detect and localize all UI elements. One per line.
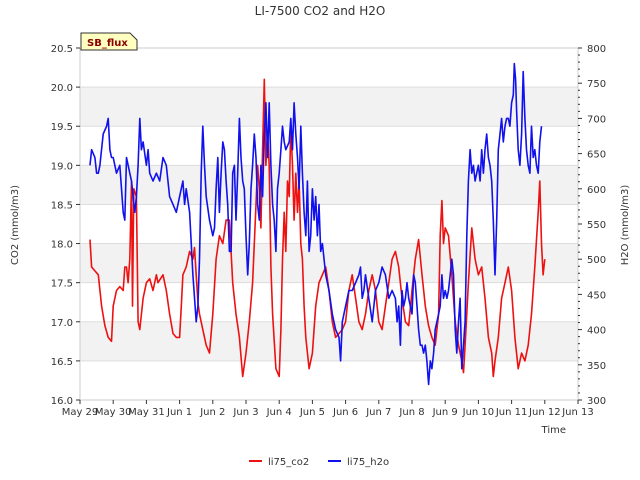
y-right-tick-label: 400 — [587, 326, 606, 337]
legend: li75_co2 li75_h2o — [249, 457, 389, 468]
series-line-li75_co2 — [89, 78, 546, 378]
y-left-tick-label: 17.5 — [51, 279, 73, 290]
legend-label-h2o: li75_h2o — [347, 457, 389, 468]
x-tick-label: May 31 — [128, 407, 165, 418]
band — [80, 243, 578, 283]
y-left-tick-label: 17.0 — [51, 318, 73, 329]
series-line-li75_h2o — [89, 62, 543, 386]
chart-title: LI-7500 CO2 and H2O — [255, 4, 386, 18]
y-right-tick-label: 700 — [587, 114, 606, 125]
legend-label-co2: li75_co2 — [268, 457, 309, 468]
y-right-tick-label: 650 — [587, 150, 606, 161]
y-right-tick-label: 800 — [587, 44, 606, 55]
x-tick-label: Jun 10 — [462, 407, 495, 418]
x-tick-label: Jun 11 — [495, 407, 528, 418]
y-right-tick-label: 450 — [587, 290, 606, 301]
y-left-tick-label: 20.0 — [51, 83, 73, 94]
x-tick-label: Jun 2 — [199, 407, 225, 418]
y-axis-right: 300 350 400 450 500 550 600 650 700 750 800 — [578, 44, 606, 407]
x-tick-label: Jun 9 — [432, 407, 458, 418]
badge-label: SB_flux — [87, 38, 128, 49]
x-tick-label: May 29 — [62, 407, 99, 418]
y-axis-left: 16.0 16.5 17.0 17.5 18.0 18.5 19.0 19.5 20.0 20.5 — [51, 44, 80, 407]
band — [80, 165, 578, 205]
x-tick-label: May 30 — [95, 407, 132, 418]
y-right-tick-label: 500 — [587, 255, 606, 266]
x-tick-label: Jun 7 — [365, 407, 391, 418]
band — [80, 321, 578, 361]
y-left-tick-label: 18.0 — [51, 240, 73, 251]
y-left-tick-label: 16.0 — [51, 396, 73, 407]
y-left-tick-label: 18.5 — [51, 200, 73, 211]
y-right-tick-label: 600 — [587, 185, 606, 196]
x-tick-label: Jun 4 — [266, 407, 292, 418]
y-left-tick-label: 20.5 — [51, 44, 73, 55]
y-axis-left-label: CO2 (mmol/m3) — [10, 185, 21, 265]
y-left-tick-label: 16.5 — [51, 357, 73, 368]
x-tick-label: Jun 1 — [166, 407, 192, 418]
x-tick-label: Jun 3 — [232, 407, 258, 418]
y-left-tick-label: 19.5 — [51, 122, 73, 133]
x-tick-label: Jun 12 — [528, 407, 561, 418]
x-tick-label: Jun 6 — [332, 407, 358, 418]
background-bands — [80, 87, 578, 361]
y-right-tick-label: 550 — [587, 220, 606, 231]
series-lines — [89, 62, 546, 386]
y-right-tick-label: 350 — [587, 361, 606, 372]
x-tick-label: Jun 13 — [561, 407, 594, 418]
y-axis-right-label: H2O (mmol/m3) — [620, 185, 631, 266]
x-tick-label: Jun 5 — [299, 407, 325, 418]
sb-flux-badge: SB_flux — [80, 32, 138, 51]
y-axis-right-minor-ticks — [578, 54, 580, 394]
y-left-tick-label: 19.0 — [51, 161, 73, 172]
y-right-tick-label: 750 — [587, 79, 606, 90]
band — [80, 87, 578, 127]
x-tick-label: Jun 8 — [398, 407, 424, 418]
y-right-tick-label: 300 — [587, 396, 606, 407]
x-axis-label: Time — [541, 425, 566, 436]
